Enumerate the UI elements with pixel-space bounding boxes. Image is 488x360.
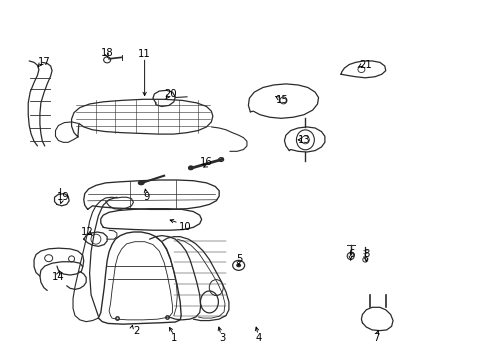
Text: 17: 17 xyxy=(38,57,50,67)
Text: 14: 14 xyxy=(52,272,64,282)
Text: 2: 2 xyxy=(133,325,139,336)
Ellipse shape xyxy=(187,165,194,170)
Text: 4: 4 xyxy=(255,333,262,343)
Text: 8: 8 xyxy=(363,248,368,258)
Text: 3: 3 xyxy=(219,333,225,343)
Text: 12: 12 xyxy=(81,227,94,237)
Text: 10: 10 xyxy=(179,222,191,231)
Text: 19: 19 xyxy=(57,192,69,202)
Text: 5: 5 xyxy=(236,254,243,264)
Text: 18: 18 xyxy=(101,48,113,58)
Text: 16: 16 xyxy=(200,157,212,167)
Text: 20: 20 xyxy=(164,89,176,99)
Text: 13: 13 xyxy=(297,135,309,145)
Ellipse shape xyxy=(236,264,241,267)
Text: 21: 21 xyxy=(358,59,371,69)
Text: 15: 15 xyxy=(276,95,288,105)
Text: 7: 7 xyxy=(372,333,378,343)
Text: 1: 1 xyxy=(170,333,177,343)
Text: 11: 11 xyxy=(138,49,151,59)
Text: 6: 6 xyxy=(348,248,354,258)
Text: 9: 9 xyxy=(142,192,149,202)
Ellipse shape xyxy=(138,180,144,185)
